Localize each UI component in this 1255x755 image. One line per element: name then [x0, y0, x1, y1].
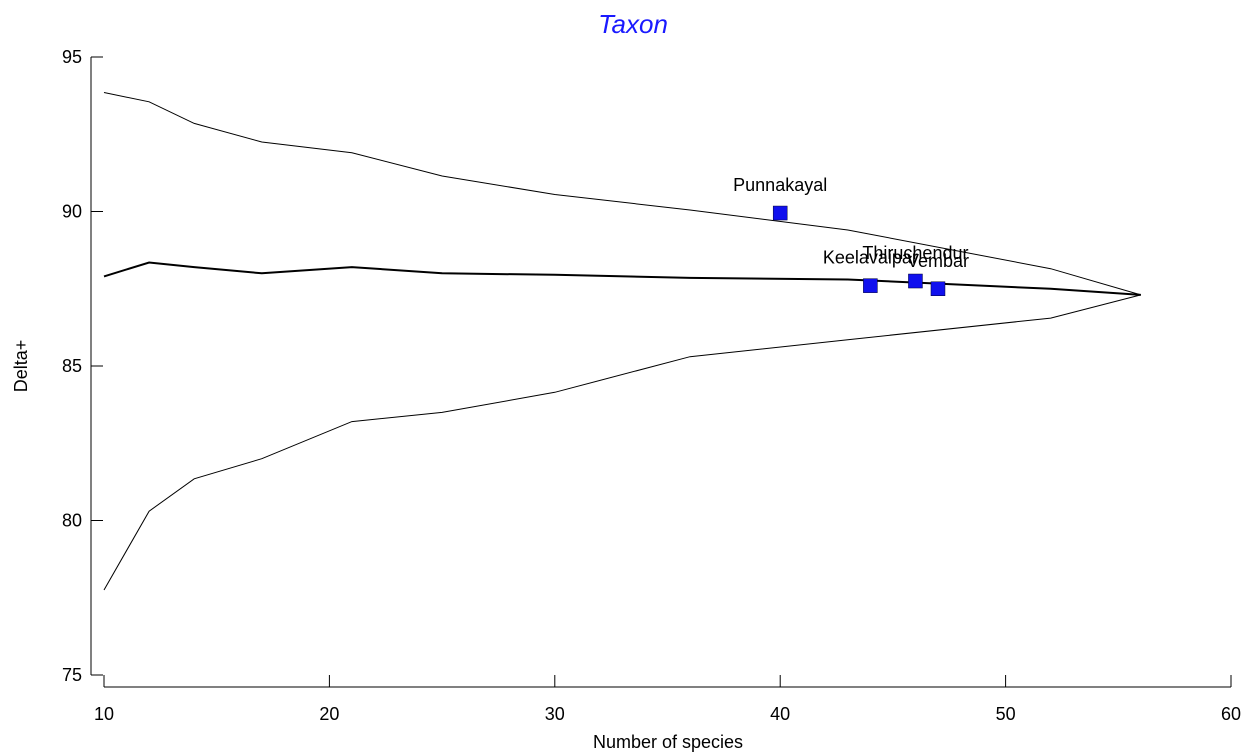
point-label: Vembar: [907, 251, 969, 271]
y-tick-label: 95: [62, 47, 82, 67]
point-marker: [863, 278, 878, 293]
point-marker: [908, 273, 923, 289]
x-tick-label: 10: [94, 704, 114, 724]
y-tick-label: 75: [62, 665, 82, 685]
x-tick-label: 40: [770, 704, 790, 724]
upper-limit-line: [103, 92, 1141, 296]
x-tick-label: 30: [545, 704, 565, 724]
x-tick-label: 60: [1221, 704, 1241, 724]
mean-line: [103, 261, 1141, 296]
point-marker: [772, 205, 788, 221]
x-tick-label: 50: [996, 704, 1016, 724]
y-tick-label: 80: [62, 511, 82, 531]
funnel-curves: [103, 92, 1141, 591]
chart-title: Taxon: [598, 9, 668, 39]
point-label: Keelavaipar: [823, 248, 918, 268]
lower-limit-line: [103, 294, 1141, 591]
x-tick-label: 20: [319, 704, 339, 724]
point-label: Thiruchendur: [862, 243, 968, 263]
point-label: Punnakayal: [733, 175, 827, 195]
y-axis-label: Delta+: [11, 340, 31, 393]
y-tick-label: 85: [62, 356, 82, 376]
x-axis-label: Number of species: [593, 732, 743, 752]
y-tick-label: 90: [62, 202, 82, 222]
point-marker: [930, 281, 946, 296]
axes: 10 20 30 40 50 60 75 80 85 90 95: [62, 47, 1241, 724]
